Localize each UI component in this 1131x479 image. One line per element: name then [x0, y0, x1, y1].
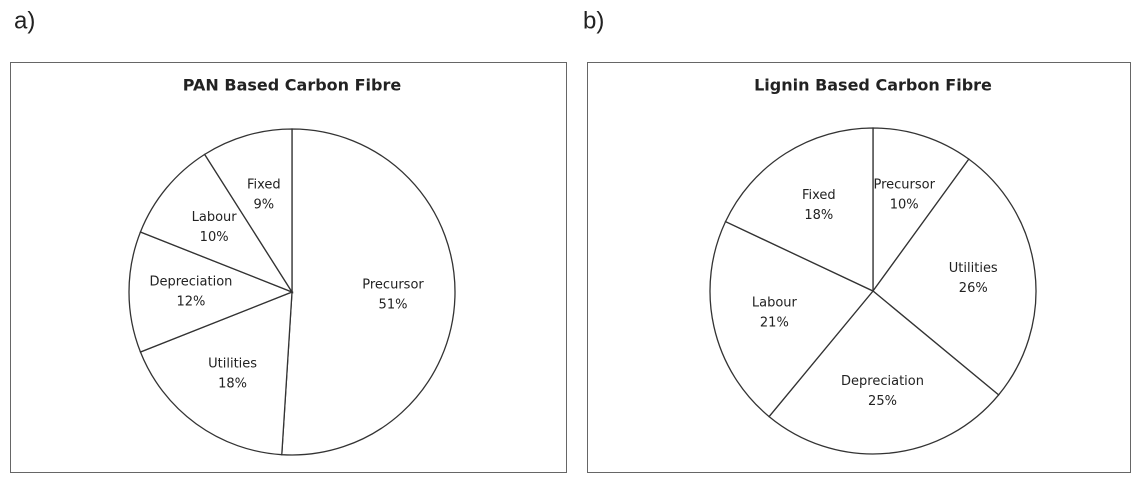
chart-title: Lignin Based Carbon Fibre [754, 76, 992, 95]
slice-value-label: 10% [200, 230, 229, 245]
pie-slice [128, 231, 294, 353]
pie-slice [724, 127, 874, 293]
slice-label: Fixed [802, 188, 836, 203]
pie-slice [281, 128, 456, 456]
slice-label: Labour [752, 296, 798, 311]
slice-value-label: 26% [959, 281, 988, 296]
slice-label: Depreciation [841, 374, 924, 389]
slice-value-label: 18% [804, 208, 833, 223]
slice-value-label: 21% [760, 316, 789, 331]
pie-slice [768, 290, 1000, 455]
pie-slice [203, 128, 293, 295]
panel-label: b) [583, 7, 604, 34]
panel-label: a) [14, 7, 35, 34]
slice-label: Depreciation [149, 275, 232, 290]
pie-slice [872, 158, 1037, 396]
chart-title: PAN Based Carbon Fibre [183, 76, 402, 95]
pie-slice [872, 127, 970, 294]
slice-label: Utilities [208, 356, 257, 371]
frame [10, 62, 567, 473]
slice-value-label: 18% [218, 376, 247, 391]
slice-value-label: 25% [868, 394, 897, 409]
slice-label: Precursor [873, 177, 935, 192]
slice-label: Utilities [949, 261, 998, 276]
slice-label: Fixed [247, 177, 281, 192]
slice-label: Labour [192, 210, 238, 225]
slice-value-label: 10% [890, 197, 919, 212]
slice-value-label: 51% [379, 298, 408, 313]
pie-slice [709, 220, 875, 418]
pie-slice [139, 291, 293, 456]
pie-slice [139, 153, 294, 294]
slice-label: Precursor [362, 278, 424, 293]
slice-value-label: 12% [176, 295, 205, 310]
slice-value-label: 9% [253, 197, 274, 212]
